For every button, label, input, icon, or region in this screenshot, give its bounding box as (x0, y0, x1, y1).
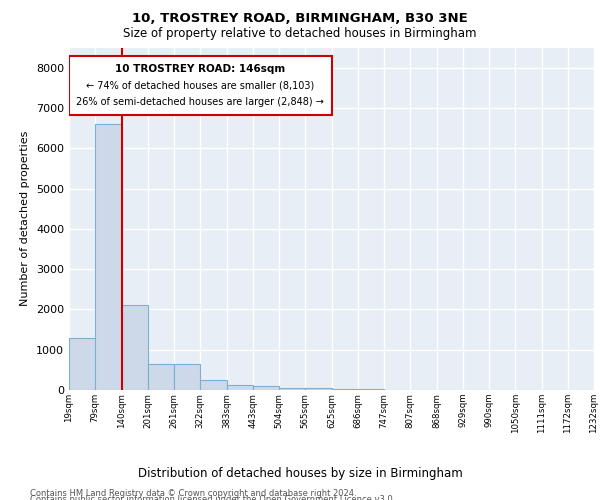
FancyBboxPatch shape (69, 56, 331, 115)
Text: Size of property relative to detached houses in Birmingham: Size of property relative to detached ho… (123, 28, 477, 40)
Text: Distribution of detached houses by size in Birmingham: Distribution of detached houses by size … (137, 467, 463, 480)
Y-axis label: Number of detached properties: Number of detached properties (20, 131, 31, 306)
Bar (279, 388, 305, 390)
Text: Contains HM Land Registry data © Crown copyright and database right 2024.: Contains HM Land Registry data © Crown c… (30, 489, 356, 498)
Text: 26% of semi-detached houses are larger (2,848) →: 26% of semi-detached houses are larger (… (76, 97, 324, 107)
Bar (331, 389, 358, 390)
Bar (69, 338, 95, 390)
Text: Contains public sector information licensed under the Open Government Licence v3: Contains public sector information licen… (30, 495, 395, 500)
Bar (200, 380, 227, 390)
Text: 10, TROSTREY ROAD, BIRMINGHAM, B30 3NE: 10, TROSTREY ROAD, BIRMINGHAM, B30 3NE (132, 12, 468, 26)
Bar (305, 388, 331, 390)
Bar (121, 306, 148, 390)
Bar (227, 385, 253, 390)
Bar (253, 386, 279, 390)
Bar (148, 364, 174, 390)
Bar (95, 124, 121, 390)
Text: 10 TROSTREY ROAD: 146sqm: 10 TROSTREY ROAD: 146sqm (115, 64, 286, 74)
Text: ← 74% of detached houses are smaller (8,103): ← 74% of detached houses are smaller (8,… (86, 80, 314, 90)
Bar (174, 364, 200, 390)
